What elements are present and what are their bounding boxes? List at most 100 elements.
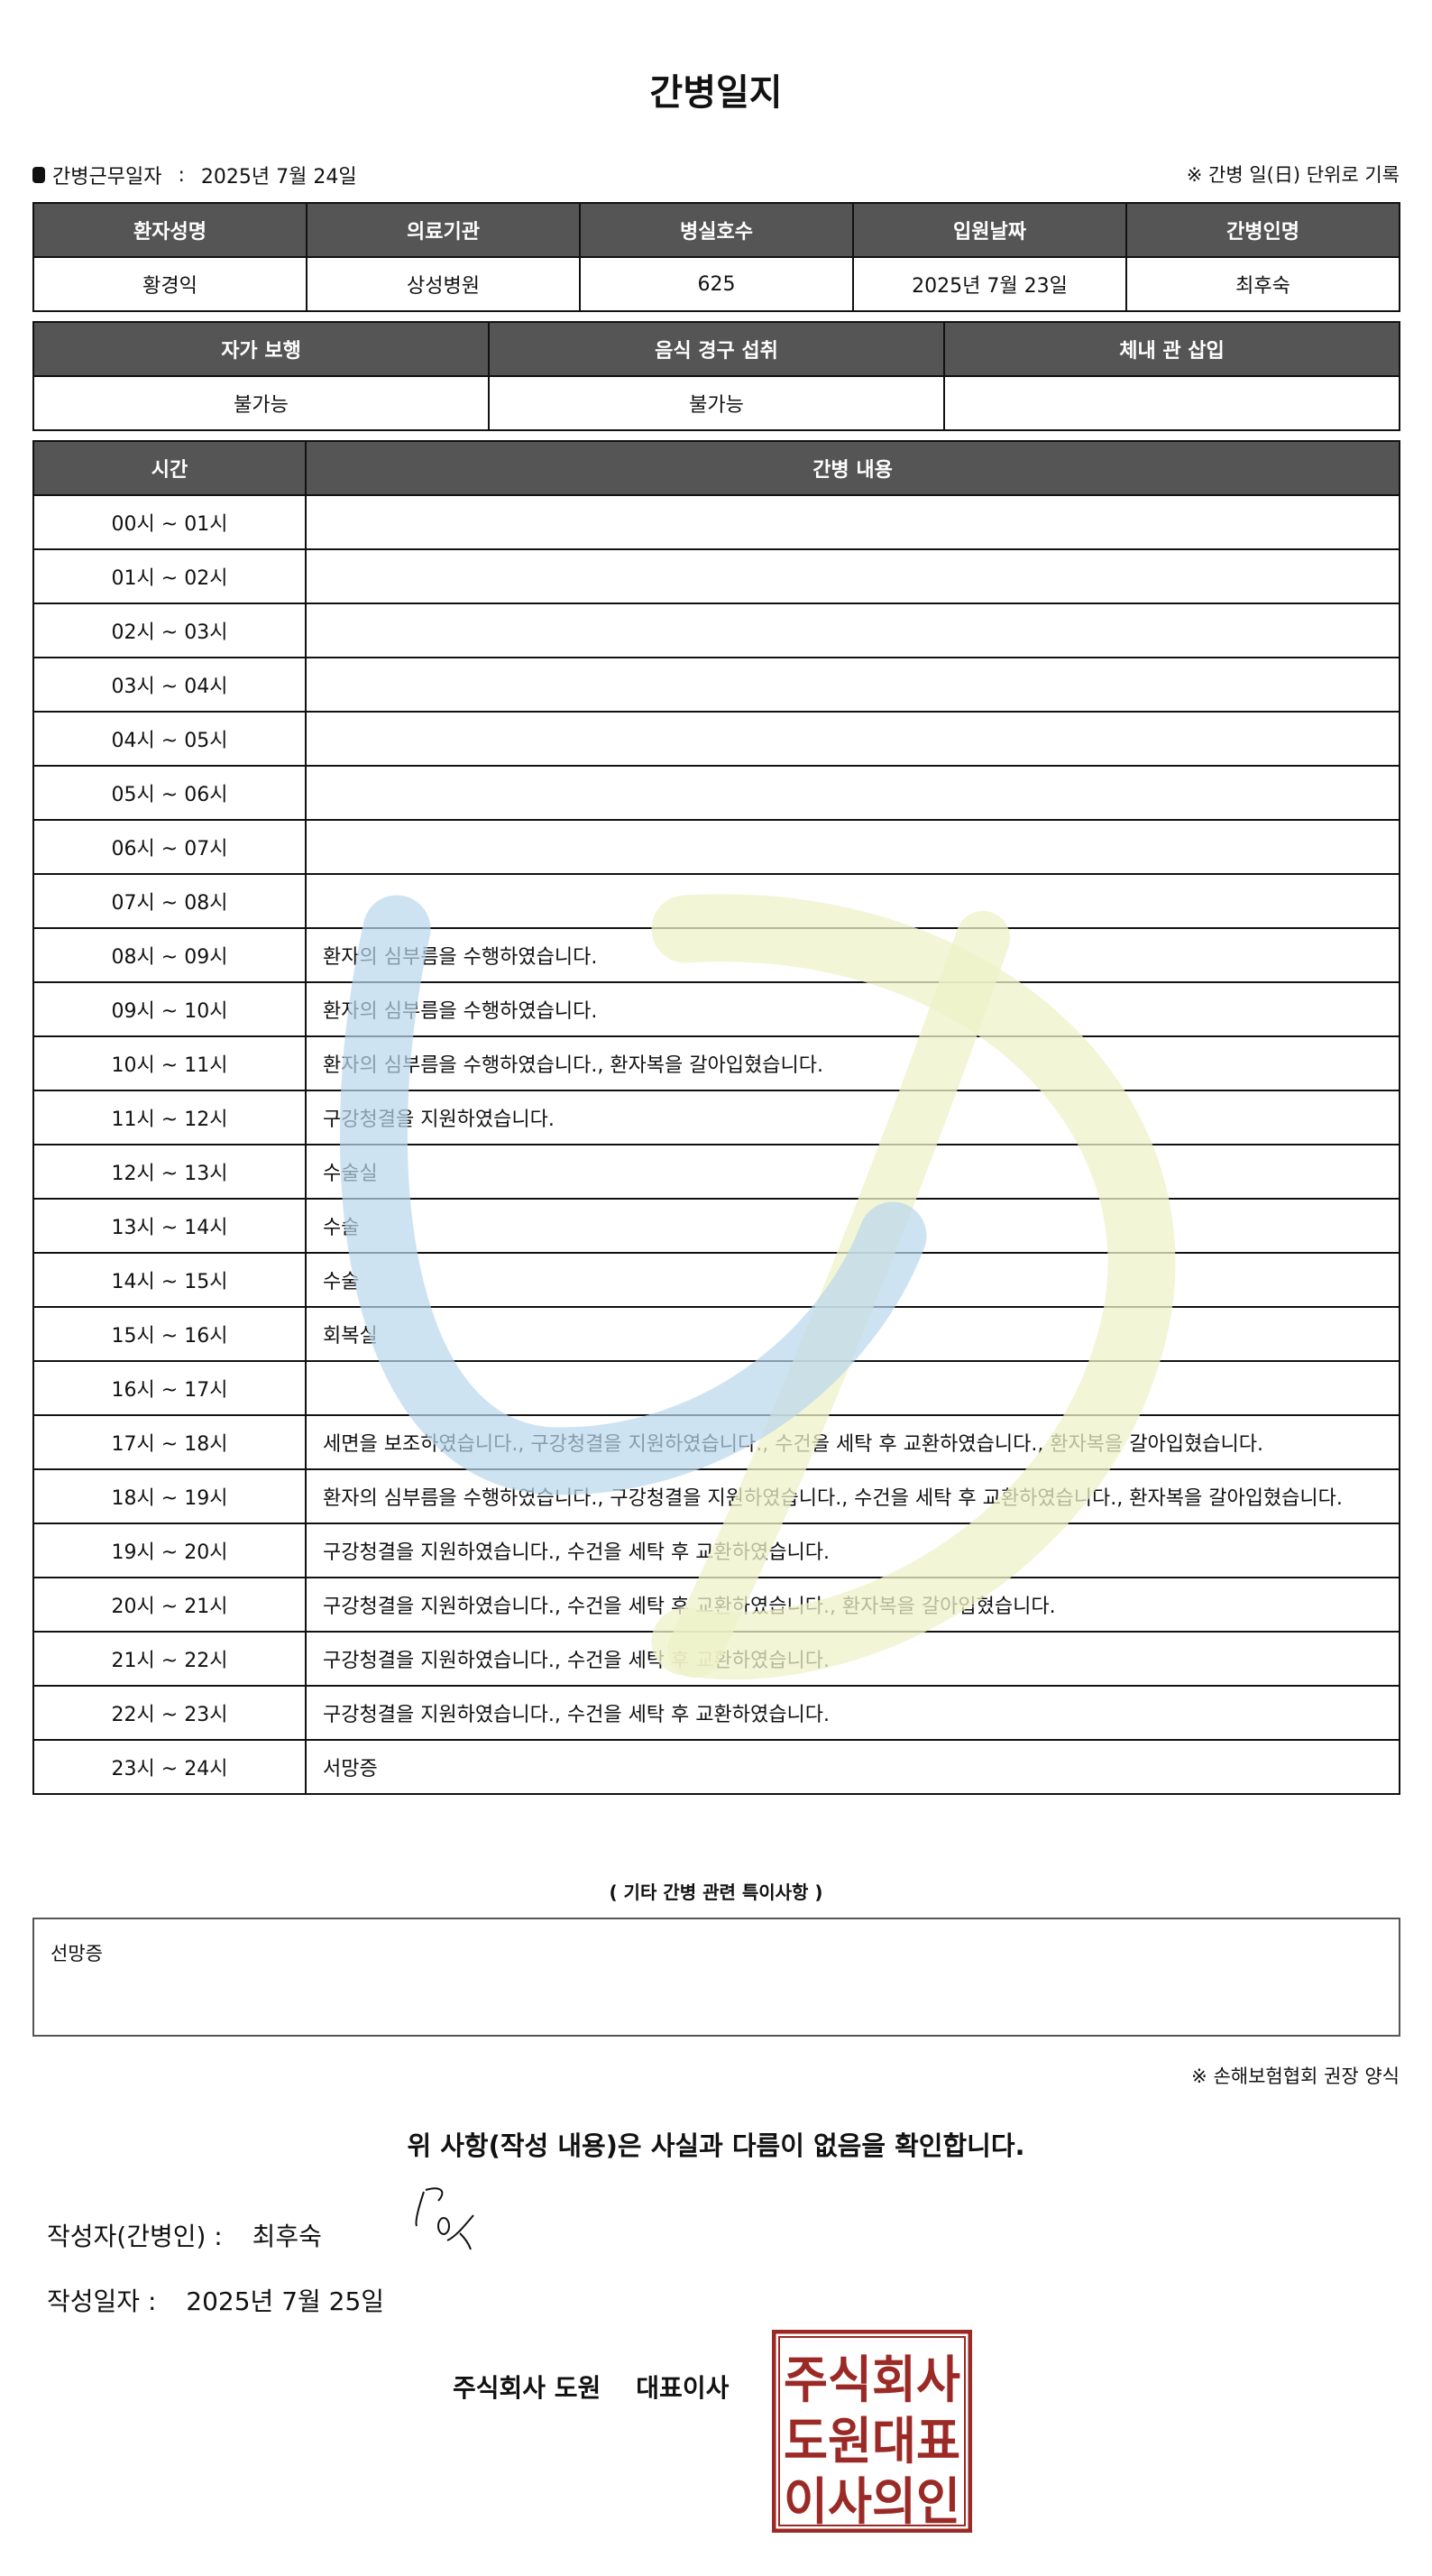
log-content [305,1360,1400,1416]
log-content: 회복실 [305,1306,1400,1362]
log-content: 환자의 심부름을 수행하였습니다. [305,981,1400,1037]
work-date-value: 2025년 7월 24일 [200,166,357,189]
log-content: 구강청결을 지원하였습니다., 수건을 세탁 후 교환하였습니다. [305,1631,1400,1687]
log-content: 구강청결을 지원하였습니다. [305,1090,1400,1145]
special-notes-title: ( 기타 간병 관련 특이사항 ) [609,1881,823,1903]
log-time: 11시 ~ 12시 [32,1090,307,1145]
log-time: 10시 ~ 11시 [32,1035,307,1091]
log-row: 13시 ~ 14시 수술 [32,1198,1400,1254]
care-log-table: 시간 간병 내용 00시 ~ 01시 01시 ~ 02시 02시 ~ 03시 03시 … [32,440,1400,1795]
log-content: 수술 [305,1198,1400,1254]
special-notes-box: 선망증 [32,1918,1400,2037]
log-time: 23시 ~ 24시 [32,1739,307,1795]
log-row: 22시 ~ 23시 구강청결을 지원하였습니다., 수건을 세탁 후 교환하였습니… [32,1685,1400,1741]
log-content [305,603,1400,658]
association-note: ※ 손해보험협회 권장 양식 [1191,2065,1400,2087]
log-row: 18시 ~ 19시 환자의 심부름을 수행하였습니다., 구강청결을 지원하였습니… [32,1468,1400,1524]
header-cell: 체내 관 삽입 [943,321,1400,377]
log-time: 00시 ~ 01시 [32,494,307,550]
log-row: 11시 ~ 12시 구강청결을 지원하였습니다. [32,1090,1400,1145]
header-time: 시간 [32,440,307,496]
signature [415,2187,474,2250]
patient-status-table: 자가 보행 음식 경구 섭취 체내 관 삽입 불가능 불가능 [32,321,1400,431]
room-number: 625 [579,256,854,312]
log-content: 환자의 심부름을 수행하였습니다. [305,927,1400,983]
log-time: 18시 ~ 19시 [32,1468,307,1524]
log-row: 10시 ~ 11시 환자의 심부름을 수행하였습니다., 환자복을 갈아입혔습니다… [32,1035,1400,1091]
log-row: 04시 ~ 05시 [32,711,1400,767]
log-content [305,765,1400,821]
writer-name: 최후숙 [252,2222,322,2251]
self-walking: 불가능 [32,375,490,431]
admission-date: 2025년 7월 23일 [852,256,1127,312]
header-cell: 음식 경구 섭취 [488,321,945,377]
company-seal-stamp: 주식회사 도원대표 이사의인 [772,2330,972,2533]
log-time: 08시 ~ 09시 [32,927,307,983]
log-row: 03시 ~ 04시 [32,657,1400,713]
log-time: 07시 ~ 08시 [32,873,307,929]
log-content: 세면을 보조하였습니다., 구강청결을 지원하였습니다., 수건을 세탁 후 교… [305,1414,1400,1470]
tube-insertion [943,375,1400,431]
header-row: 자가 보행 음식 경구 섭취 체내 관 삽입 [32,321,1400,377]
confirmation-text: 위 사항(작성 내용)은 사실과 다름이 없음을 확인합니다. [407,2130,1025,2161]
page-title: 간병일지 [649,72,783,114]
log-row: 19시 ~ 20시 구강청결을 지원하였습니다., 수건을 세탁 후 교환하였습니… [32,1523,1400,1578]
work-date-separator: : [178,163,185,187]
log-row: 08시 ~ 09시 환자의 심부름을 수행하였습니다. [32,927,1400,983]
log-time: 13시 ~ 14시 [32,1198,307,1254]
log-time: 17시 ~ 18시 [32,1414,307,1470]
writer-label: 작성자(간병인) : [47,2222,223,2251]
header-cell: 자가 보행 [32,321,490,377]
log-content [305,494,1400,550]
work-date: 간병근무일자 : 2025년 7월 24일 [32,161,357,189]
work-date-label: 간병근무일자 [52,166,162,189]
company-signature: 주식회사 도원 대표이사 [453,2373,730,2403]
log-content: 수술실 [305,1144,1400,1200]
log-row: 00시 ~ 01시 [32,494,1400,550]
unit-note: ※ 간병 일(日) 단위로 기록 [1186,164,1400,186]
writer: 작성자(간병인) : 최후숙 [47,2217,322,2253]
log-row: 14시 ~ 15시 수술 [32,1252,1400,1308]
log-content: 구강청결을 지원하였습니다., 수건을 세탁 후 교환하였습니다. [305,1685,1400,1741]
log-time: 12시 ~ 13시 [32,1144,307,1200]
log-row: 23시 ~ 24시 서망증 [32,1739,1400,1795]
log-time: 15시 ~ 16시 [32,1306,307,1362]
log-time: 04시 ~ 05시 [32,711,307,767]
log-time: 19시 ~ 20시 [32,1523,307,1578]
log-content: 구강청결을 지원하였습니다., 수건을 세탁 후 교환하였습니다., 환자복을 … [305,1577,1400,1633]
header-cell: 입원날짜 [852,202,1127,258]
bullet-icon [32,167,45,183]
log-time: 09시 ~ 10시 [32,981,307,1037]
patient-info-table: 환자성명 의료기관 병실호수 입원날짜 간병인명 황경익 상성병원 625 20… [32,202,1400,312]
header-row: 환자성명 의료기관 병실호수 입원날짜 간병인명 [32,202,1400,258]
header-cell: 병실호수 [579,202,854,258]
log-row: 02시 ~ 03시 [32,603,1400,658]
header-cell: 환자성명 [32,202,308,258]
log-content: 구강청결을 지원하였습니다., 수건을 세탁 후 교환하였습니다. [305,1523,1400,1578]
log-time: 03시 ~ 04시 [32,657,307,713]
log-time: 21시 ~ 22시 [32,1631,307,1687]
log-time: 14시 ~ 15시 [32,1252,307,1308]
header-row: 시간 간병 내용 [32,440,1400,496]
value-row: 황경익 상성병원 625 2025년 7월 23일 최후숙 [32,256,1400,312]
log-content [305,548,1400,604]
log-content: 환자의 심부름을 수행하였습니다., 구강청결을 지원하였습니다., 수건을 세… [305,1468,1400,1524]
special-notes-content: 선망증 [50,1943,103,1964]
log-content [305,711,1400,767]
svg-text:이사의인: 이사의인 [784,2473,960,2532]
log-time: 20시 ~ 21시 [32,1577,307,1633]
svg-text:도원대표: 도원대표 [784,2413,960,2471]
written-date-value: 2025년 7월 25일 [186,2286,385,2316]
log-row: 01시 ~ 02시 [32,548,1400,604]
log-row: 15시 ~ 16시 회복실 [32,1306,1400,1362]
written-date: 작성일자 : 2025년 7월 25일 [47,2282,384,2318]
log-time: 02시 ~ 03시 [32,603,307,658]
log-time: 22시 ~ 23시 [32,1685,307,1741]
log-time: 06시 ~ 07시 [32,819,307,875]
log-row: 21시 ~ 22시 구강청결을 지원하였습니다., 수건을 세탁 후 교환하였습니… [32,1631,1400,1687]
log-content [305,873,1400,929]
log-row: 20시 ~ 21시 구강청결을 지원하였습니다., 수건을 세탁 후 교환하였습니… [32,1577,1400,1633]
log-time: 05시 ~ 06시 [32,765,307,821]
log-row: 12시 ~ 13시 수술실 [32,1144,1400,1200]
log-row: 05시 ~ 06시 [32,765,1400,821]
